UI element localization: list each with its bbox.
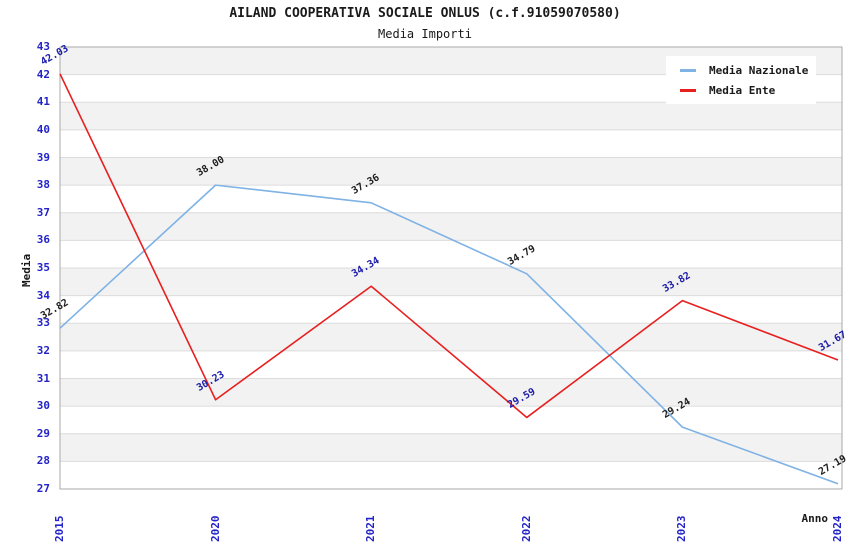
grid-band [60,378,842,407]
y-tick-label: 38 [36,178,50,192]
media-ente-line-swatch [680,88,696,92]
legend: Media Nazionale Media Ente [666,56,816,104]
chart-title: AILAND COOPERATIVA SOCIALE ONLUS (c.f.91… [229,6,621,21]
grid-band [60,185,842,213]
media-nazionale-line-swatch [680,68,696,72]
x-tick-label: 2023 [675,515,689,543]
grid-band [60,433,842,462]
grid-band [60,461,842,489]
y-tick-label: 27 [36,482,50,495]
legend-item-media-ente: Media Ente [680,80,816,100]
y-tick-label: 29 [36,426,50,440]
y-tick-label: 40 [36,122,50,136]
grid-band [60,295,842,324]
y-tick-label: 41 [36,95,50,109]
legend-label: Media Ente [709,83,776,97]
grid-band [60,350,842,379]
y-tick-label: 36 [36,233,50,247]
x-tick-label: 2015 [53,515,66,543]
plot-frame [59,46,843,490]
grid-band [60,102,842,130]
series-line-media-ente [59,73,839,419]
y-tick-label: 35 [36,261,50,274]
y-tick-label: 37 [36,205,50,219]
grid-band [60,240,842,268]
x-tick-label: 2021 [364,515,378,543]
x-tick-label: 2024 [831,515,844,543]
y-tick-label: 30 [36,399,50,413]
y-tick-label: 32 [36,343,50,357]
y-tick-label: 33 [36,316,50,330]
y-tick-label: 42 [36,67,50,81]
chart-subtitle: Media Importi [378,27,472,41]
x-tick-label: 2022 [519,515,533,543]
grid-band [60,406,842,434]
grid-band [60,157,842,186]
grid-band [60,268,842,296]
y-tick-label: 43 [36,40,50,53]
y-tick-label: 28 [36,454,50,468]
x-axis-title: Anno [801,512,829,525]
grid-band [60,212,842,241]
legend-item-media-nazionale: Media Nazionale [680,60,816,80]
series-line-media-nazionale [59,184,839,485]
x-tick-label: 2020 [208,515,222,543]
y-tick-label: 31 [36,371,50,385]
legend-label: Media Nazionale [709,63,809,77]
y-tick-label: 39 [36,150,50,164]
y-tick-label: 34 [36,288,50,302]
grid-band [60,129,842,158]
grid-band [60,323,842,351]
